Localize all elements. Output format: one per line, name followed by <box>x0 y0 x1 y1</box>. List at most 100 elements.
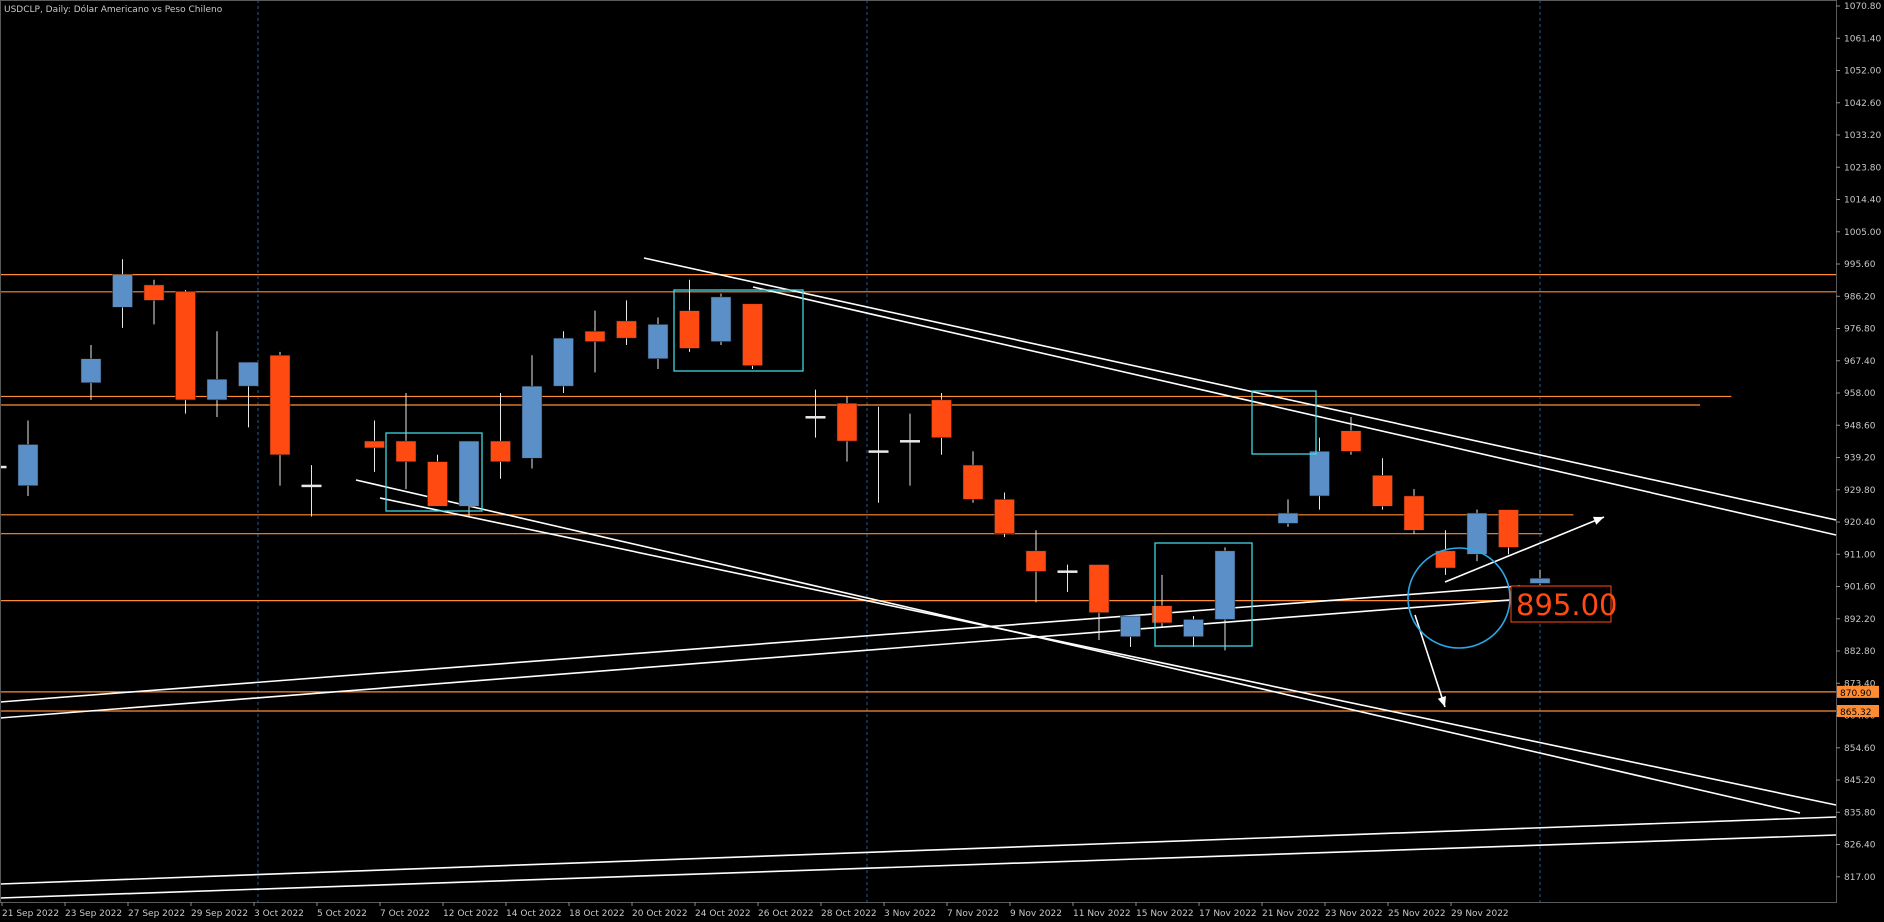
candle-bear <box>616 320 637 339</box>
candle-bear <box>1403 495 1425 531</box>
trend-line <box>0 834 1837 899</box>
x-tick-label: 29 Nov 2022 <box>1451 909 1509 919</box>
pattern-box <box>673 289 804 372</box>
trend-line <box>0 585 1521 703</box>
candle-bull <box>206 379 228 401</box>
trend-line <box>379 497 1837 806</box>
x-tick-label: 28 Oct 2022 <box>821 909 877 919</box>
y-tick-label: 958.00 <box>1844 389 1876 399</box>
x-tick-label: 27 Sep 2022 <box>128 909 185 919</box>
y-tick-label: 892.20 <box>1844 615 1876 625</box>
price-label: 870.90 <box>1840 689 1872 699</box>
y-tick-label: 1014.40 <box>1844 196 1881 206</box>
y-tick-label: 845.20 <box>1844 776 1876 786</box>
price-label-box <box>1837 705 1879 718</box>
x-tick-label: 23 Sep 2022 <box>65 909 122 919</box>
candle-bear <box>994 499 1015 534</box>
candle-bear <box>1498 509 1519 548</box>
candle-bull <box>1120 615 1141 637</box>
candle-bear <box>269 355 291 456</box>
candle-doji <box>805 416 826 419</box>
candle-bear <box>427 461 448 507</box>
y-tick-label: 1070.80 <box>1844 2 1881 12</box>
chart-title: USDCLP, Daily: Dólar Americano vs Peso C… <box>4 4 223 15</box>
candle-bear <box>962 464 984 500</box>
y-tick-label: 826.40 <box>1844 841 1876 851</box>
y-tick-label: 967.40 <box>1844 357 1876 367</box>
x-tick-label: 25 Nov 2022 <box>1388 909 1446 919</box>
pattern-box <box>1251 390 1317 455</box>
x-tick-label: 20 Oct 2022 <box>632 909 688 919</box>
x-tick-label: 15 Nov 2022 <box>1136 909 1194 919</box>
x-tick-label: 5 Oct 2022 <box>317 909 367 919</box>
y-tick-label: 1042.60 <box>1844 99 1881 109</box>
arrow-head <box>1437 696 1446 707</box>
candle-bull <box>17 444 39 486</box>
candle-bear <box>836 403 858 442</box>
candles <box>0 259 1551 651</box>
x-tick-label: 7 Nov 2022 <box>947 909 999 919</box>
x-tick-label: 17 Nov 2022 <box>1199 909 1257 919</box>
candle-bear <box>931 399 952 438</box>
candle-bull <box>458 440 480 507</box>
candle-bear <box>742 303 763 366</box>
annotation-label: 895.00 <box>1516 588 1617 622</box>
x-tick-label: 23 Nov 2022 <box>1325 909 1383 919</box>
candle-bull <box>112 274 133 308</box>
y-tick-label: 929.80 <box>1844 486 1876 496</box>
y-tick-label: 835.80 <box>1844 808 1876 818</box>
x-tick-label: 24 Oct 2022 <box>695 909 751 919</box>
candle-doji <box>868 450 889 453</box>
candle-bull <box>1466 512 1488 555</box>
pattern-box <box>1154 542 1253 647</box>
candle-bull <box>1277 512 1299 524</box>
x-tick-label: 21 Sep 2022 <box>2 909 59 919</box>
x-tick-label: 21 Nov 2022 <box>1262 909 1320 919</box>
arrow-shaft <box>1444 516 1605 583</box>
candle-bull <box>1529 578 1551 584</box>
plot-frame <box>0 0 1837 903</box>
price-label-box <box>1837 685 1879 698</box>
candle-bear <box>1151 605 1173 624</box>
candle-bull <box>80 358 102 383</box>
candle-bear <box>1088 564 1110 613</box>
y-tick-label: 1033.20 <box>1844 131 1881 141</box>
x-tick-label: 3 Oct 2022 <box>254 909 304 919</box>
candle-bull <box>553 337 574 387</box>
pattern-box <box>385 432 483 512</box>
y-tick-label: 873.40 <box>1844 679 1876 689</box>
trend-line <box>643 257 1837 521</box>
x-tick-label: 12 Oct 2022 <box>443 909 499 919</box>
candle-doji <box>900 440 920 443</box>
arrow-head <box>1593 516 1604 525</box>
y-tick-label: 948.60 <box>1844 421 1876 431</box>
candle-bear <box>1435 550 1456 569</box>
x-tick-label: 11 Nov 2022 <box>1073 909 1131 919</box>
y-tick-label: 911.00 <box>1844 550 1876 560</box>
y-tick-label: 1023.80 <box>1844 163 1881 173</box>
x-tick-label: 7 Oct 2022 <box>380 909 430 919</box>
candle-bear <box>1372 475 1393 507</box>
x-tick-label: 9 Nov 2022 <box>1010 909 1062 919</box>
y-tick-label: 976.80 <box>1844 325 1876 335</box>
candle-bear <box>490 440 511 462</box>
trend-line <box>0 816 1837 885</box>
annotation-label-box <box>1510 585 1612 623</box>
candle-bear <box>143 284 165 301</box>
x-tick-label: 18 Oct 2022 <box>569 909 625 919</box>
highlight-circle <box>1407 547 1511 649</box>
y-tick-label: 1052.00 <box>1844 67 1881 77</box>
y-tick-label: 901.60 <box>1844 583 1876 593</box>
grid-layer <box>257 0 1541 902</box>
trend-line <box>752 286 1837 536</box>
y-tick-label: 939.20 <box>1844 454 1876 464</box>
x-tick-label: 26 Oct 2022 <box>758 909 814 919</box>
trend-line <box>355 479 1801 814</box>
y-tick-label: 1061.40 <box>1844 34 1881 44</box>
y-tick-label: 986.20 <box>1844 292 1876 302</box>
candle-bear <box>175 291 196 401</box>
candle-bull <box>710 296 732 342</box>
candle-bear <box>584 331 606 342</box>
candle-bull <box>1183 619 1204 637</box>
